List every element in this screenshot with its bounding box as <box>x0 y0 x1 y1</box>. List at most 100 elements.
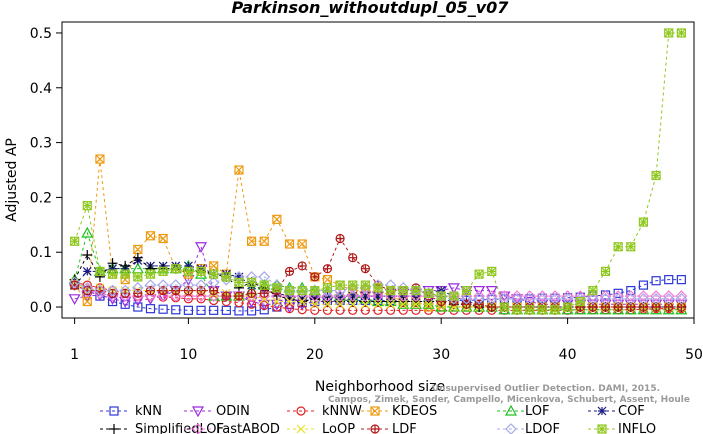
marker-square-x-cross <box>95 154 105 164</box>
marker-circle-plus-cross <box>234 292 243 301</box>
marker-square-star-cross <box>234 277 244 287</box>
marker-diamond <box>81 282 94 294</box>
y-tick-label: 0.2 <box>30 190 52 206</box>
marker-diamond <box>498 290 511 302</box>
marker-square-star-cross <box>487 266 497 276</box>
marker-circle-plus-cross <box>222 292 231 301</box>
marker-square <box>158 304 168 314</box>
marker-circle-plus-cross <box>371 425 379 433</box>
legend-label: ODIN <box>216 404 250 419</box>
marker-square-star-cross <box>563 302 573 312</box>
legend-item-knnw: kNNW <box>287 404 362 419</box>
legend-item-simplifiedlof: SimplifiedLOF <box>100 422 224 434</box>
marker-diamond <box>511 290 523 302</box>
marker-diamond <box>220 273 233 286</box>
marker-square-star-cross <box>597 424 607 434</box>
marker-x <box>272 297 282 306</box>
marker-diamond <box>587 292 599 305</box>
marker-square-x-cross <box>370 406 380 416</box>
marker-x <box>310 299 320 309</box>
watermark-line-2: Unsupervised Outlier Detection. DAMI, 20… <box>432 384 660 394</box>
legend-label: kNNW <box>322 404 362 419</box>
marker-plus <box>82 249 93 260</box>
marker-square-star-cross <box>95 266 105 276</box>
marker-square <box>196 305 206 315</box>
marker-diamond <box>192 423 204 434</box>
marker-diamond <box>599 292 612 305</box>
marker-square-star-cross <box>639 217 648 227</box>
series-layer <box>68 28 688 316</box>
legend-item-loop: LoOP <box>287 422 355 434</box>
marker-square-star-cross <box>499 302 509 312</box>
marker-circle-plus-cross <box>260 289 269 298</box>
marker-diamond <box>346 282 359 294</box>
legend-item-ldof: LDOF <box>497 422 560 434</box>
y-tick-label: 0.1 <box>30 245 52 261</box>
legend-label: LOF <box>525 404 550 419</box>
marker-square-x <box>272 214 282 224</box>
marker-square-star-cross <box>70 236 80 246</box>
marker-square-star-cross <box>335 280 345 290</box>
marker-square-x <box>234 165 244 175</box>
marker-diamond <box>182 279 195 291</box>
marker-diamond <box>296 284 309 297</box>
marker-circle-plus-cross <box>361 264 370 273</box>
legend-label: INFLO <box>618 422 656 434</box>
y-tick-label: 0.0 <box>30 300 52 316</box>
marker-triangle-down <box>68 294 81 306</box>
marker-star <box>183 261 193 271</box>
watermark-line-1: Campos, Zimek, Sander, Campello, Micenko… <box>328 395 690 405</box>
marker-circle-plus-cross <box>336 234 345 243</box>
marker-square-star-cross <box>626 242 636 252</box>
marker-square-star-cross <box>360 280 370 290</box>
y-tick-label: 0.5 <box>30 26 52 42</box>
marker-x <box>348 299 358 309</box>
marker-square-x <box>82 296 92 307</box>
marker-triangle-down <box>473 285 486 297</box>
marker-star <box>348 291 358 301</box>
marker-square <box>651 276 661 286</box>
marker-square <box>171 305 181 315</box>
marker-square <box>638 280 649 290</box>
marker-square-star-cross <box>297 286 307 296</box>
marker-plus <box>107 258 118 269</box>
marker-square-star-cross <box>411 286 421 296</box>
marker-diamond <box>321 290 334 302</box>
marker-square-star-cross <box>196 266 206 276</box>
marker-diamond <box>485 292 498 305</box>
marker-square-star-cross <box>310 286 320 296</box>
marker-star <box>360 291 370 301</box>
marker-x <box>360 299 370 309</box>
marker-diamond <box>68 276 81 289</box>
marker-square-x <box>158 233 168 244</box>
marker-square-star-cross <box>613 242 623 252</box>
series-inflo <box>70 28 686 315</box>
marker-square-star-cross <box>550 305 560 315</box>
marker-square-star-cross <box>537 305 547 315</box>
marker-circle-plus-cross <box>310 272 319 281</box>
marker-diamond <box>650 290 662 302</box>
marker-diamond <box>675 290 688 302</box>
marker-square-star-cross <box>221 272 231 282</box>
legend-item-cof: COF <box>588 404 645 419</box>
marker-diamond <box>536 292 549 305</box>
legend-item-lof: LOF <box>497 404 550 419</box>
legend-label: kNN <box>135 404 162 419</box>
marker-diamond <box>144 279 157 291</box>
marker-triangle <box>81 226 94 238</box>
marker-square-star-cross <box>323 283 332 293</box>
legend-item-inflo: INFLO <box>588 422 656 434</box>
legend-item-knn: kNN <box>100 404 162 419</box>
marker-square-x-cross <box>146 231 155 241</box>
marker-square-x-cross <box>259 236 269 246</box>
marker-diamond <box>321 284 334 297</box>
marker-square-x-cross <box>234 165 244 175</box>
legend-label: KDEOS <box>392 404 437 419</box>
marker-diamond <box>359 290 372 302</box>
marker-square <box>259 305 269 315</box>
legend-label: LDF <box>392 422 417 434</box>
marker-diamond <box>195 279 207 291</box>
marker-square <box>664 275 674 285</box>
marker-square-star-cross <box>158 266 168 276</box>
marker-square-x <box>145 231 156 241</box>
